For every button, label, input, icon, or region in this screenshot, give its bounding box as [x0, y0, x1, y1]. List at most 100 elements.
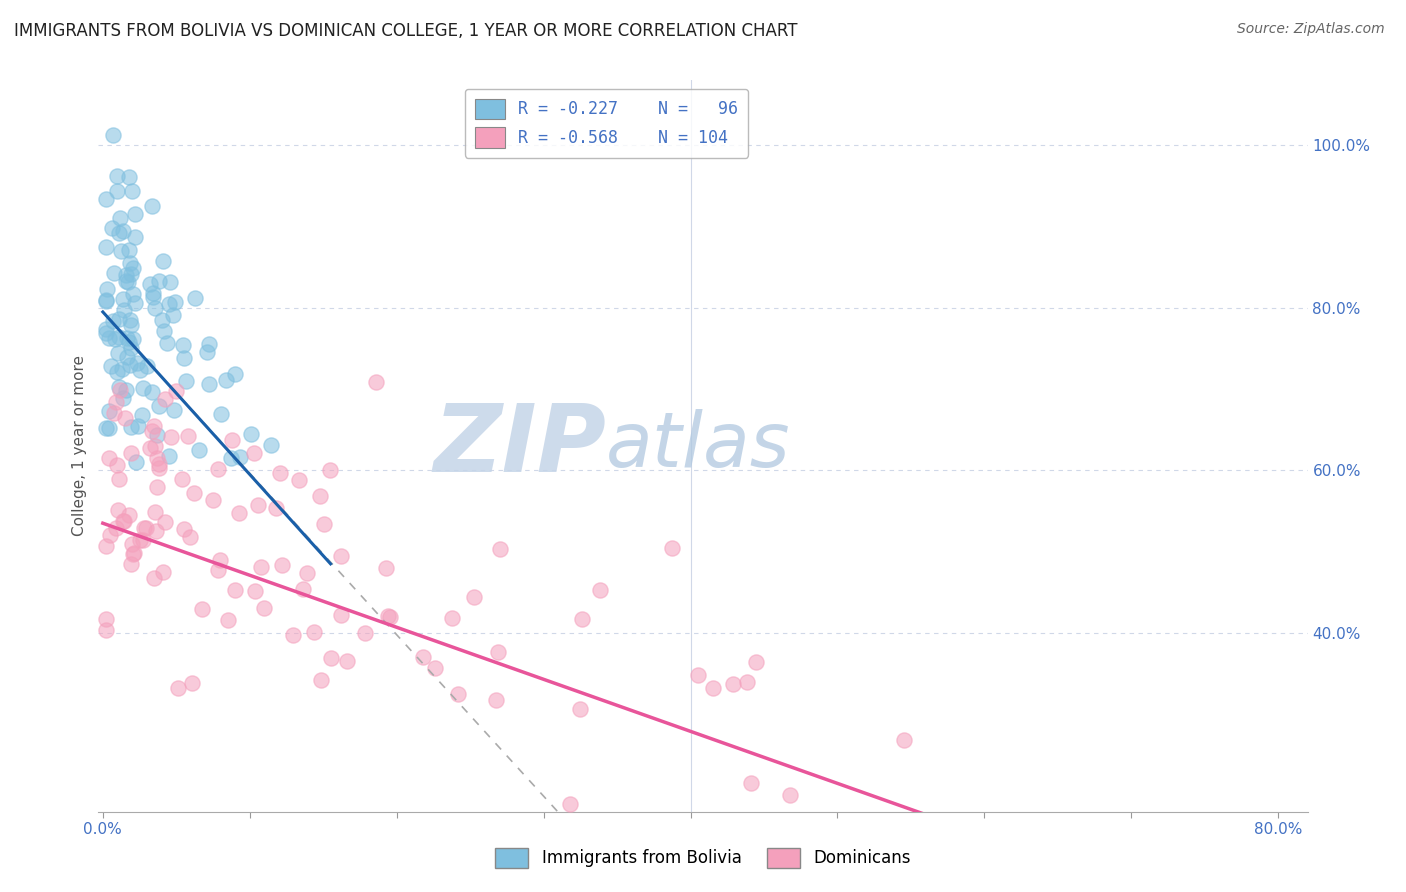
Point: [157, 449, 180, 463]
Point: [191, 602, 214, 616]
Point: [108, 472, 131, 486]
Point: [260, 438, 283, 452]
Point: [107, 226, 129, 240]
Point: [96, 239, 118, 253]
Point: [94, 293, 117, 308]
Point: [132, 533, 155, 547]
Point: [132, 521, 155, 535]
Point: [157, 297, 180, 311]
Point: [124, 454, 146, 468]
Point: [120, 445, 142, 459]
Point: [364, 375, 387, 389]
Point: [329, 549, 352, 563]
Point: [174, 374, 197, 388]
Point: [112, 292, 135, 306]
Point: [181, 675, 204, 690]
Point: [105, 458, 128, 472]
Point: [105, 395, 128, 409]
Point: [100, 359, 122, 374]
Point: [136, 359, 159, 374]
Point: [163, 403, 186, 417]
Point: [589, 583, 612, 598]
Point: [104, 332, 127, 346]
Point: [183, 291, 205, 305]
Point: [94, 326, 117, 340]
Point: [281, 628, 304, 642]
Point: [110, 244, 132, 259]
Point: [309, 673, 332, 687]
Point: [172, 472, 194, 486]
Point: [152, 254, 174, 268]
Point: [103, 406, 125, 420]
Point: [558, 797, 581, 811]
Point: [115, 274, 138, 288]
Point: [139, 277, 162, 292]
Point: [377, 608, 399, 623]
Point: [122, 332, 145, 346]
Point: [173, 523, 195, 537]
Point: [745, 655, 768, 669]
Point: [252, 601, 274, 615]
Point: [153, 324, 176, 338]
Point: [148, 457, 170, 471]
Point: [145, 450, 167, 465]
Point: [229, 450, 252, 465]
Point: [108, 330, 131, 344]
Point: [148, 274, 170, 288]
Text: Source: ZipAtlas.com: Source: ZipAtlas.com: [1237, 22, 1385, 37]
Point: [141, 385, 163, 400]
Point: [779, 788, 801, 802]
Point: [118, 312, 141, 326]
Point: [142, 570, 165, 584]
Point: [117, 331, 139, 345]
Point: [103, 266, 125, 280]
Point: [118, 243, 141, 257]
Point: [217, 613, 239, 627]
Point: [128, 533, 150, 548]
Point: [131, 409, 153, 423]
Point: [112, 224, 135, 238]
Point: [105, 184, 128, 198]
Point: [98, 450, 121, 465]
Point: [120, 256, 142, 270]
Point: [111, 392, 134, 406]
Point: [207, 563, 229, 577]
Point: [120, 318, 142, 332]
Point: [125, 356, 148, 370]
Point: [111, 514, 134, 528]
Point: [215, 373, 238, 387]
Point: [374, 561, 396, 575]
Point: [165, 384, 187, 398]
Point: [197, 376, 219, 391]
Point: [118, 358, 141, 372]
Point: [141, 199, 163, 213]
Point: [118, 170, 141, 185]
Point: [153, 392, 176, 406]
Point: [112, 514, 135, 528]
Point: [110, 383, 132, 397]
Point: [423, 661, 446, 675]
Point: [485, 692, 508, 706]
Point: [661, 541, 683, 556]
Point: [124, 230, 146, 244]
Text: ZIP: ZIP: [433, 400, 606, 492]
Point: [721, 677, 744, 691]
Point: [179, 530, 201, 544]
Point: [98, 528, 121, 542]
Point: [208, 553, 231, 567]
Point: [120, 267, 142, 281]
Point: [122, 546, 145, 560]
Point: [195, 344, 218, 359]
Point: [101, 314, 124, 328]
Point: [121, 536, 143, 550]
Text: IMMIGRANTS FROM BOLIVIA VS DOMINICAN COLLEGE, 1 YEAR OR MORE CORRELATION CHART: IMMIGRANTS FROM BOLIVIA VS DOMINICAN COL…: [14, 22, 797, 40]
Point: [124, 207, 146, 221]
Point: [271, 558, 294, 573]
Point: [243, 584, 266, 599]
Point: [108, 211, 131, 225]
Point: [103, 128, 125, 142]
Point: [141, 425, 163, 439]
Point: [463, 591, 485, 605]
Point: [224, 367, 246, 381]
Legend: Immigrants from Bolivia, Dominicans: Immigrants from Bolivia, Dominicans: [488, 841, 918, 875]
